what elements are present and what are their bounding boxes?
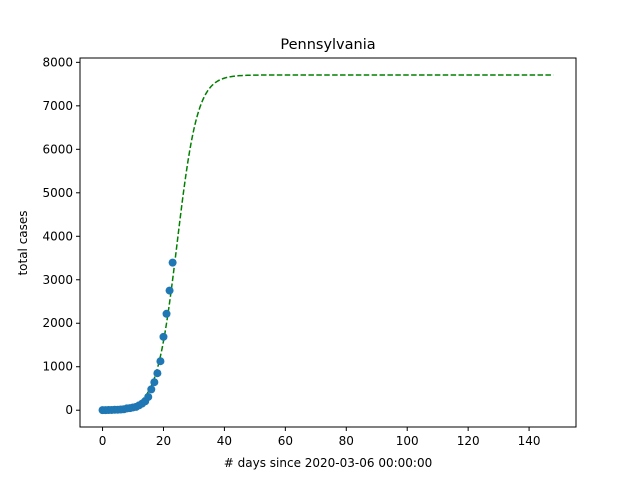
y-axis-label: total cases	[16, 210, 30, 275]
fit-curve	[102, 74, 554, 411]
data-point	[150, 378, 159, 387]
y-tick-label: 8000	[42, 55, 73, 69]
x-tick-label: 140	[518, 434, 541, 448]
y-tick-label: 3000	[42, 273, 73, 287]
x-tick-label: 0	[99, 434, 107, 448]
x-axis-label: # days since 2020-03-06 00:00:00	[224, 456, 432, 470]
y-tick-label: 1000	[42, 360, 73, 374]
data-point	[165, 286, 174, 295]
axes-frame	[79, 57, 577, 428]
x-tick-label: 100	[396, 434, 419, 448]
data-point	[162, 309, 171, 318]
y-tick-label: 5000	[42, 186, 73, 200]
data-point	[156, 357, 165, 366]
data-point	[153, 369, 162, 378]
y-tick-label: 2000	[42, 316, 73, 330]
y-tick-label: 4000	[42, 229, 73, 243]
data-point	[168, 258, 177, 267]
data-point	[159, 332, 168, 341]
x-tick-label: 60	[278, 434, 293, 448]
data-point	[144, 392, 153, 401]
data-points-group	[98, 258, 177, 415]
y-axis-label-group: total cases	[16, 210, 30, 275]
x-tick-label: 80	[339, 434, 354, 448]
chart-title: Pennsylvania	[280, 37, 375, 53]
y-tick-label: 7000	[42, 99, 73, 113]
x-tick-label: 20	[156, 434, 171, 448]
axis-ticks: 0 20 40 60 80 100 120 140 0 1000 2000 3000 4000 5000 6…	[42, 55, 540, 448]
x-tick-label: 120	[457, 434, 480, 448]
y-tick-label: 6000	[42, 142, 73, 156]
y-tick-label: 0	[65, 403, 73, 417]
x-tick-label: 40	[217, 434, 232, 448]
fit-line-group	[102, 74, 554, 411]
data-point	[147, 385, 156, 394]
